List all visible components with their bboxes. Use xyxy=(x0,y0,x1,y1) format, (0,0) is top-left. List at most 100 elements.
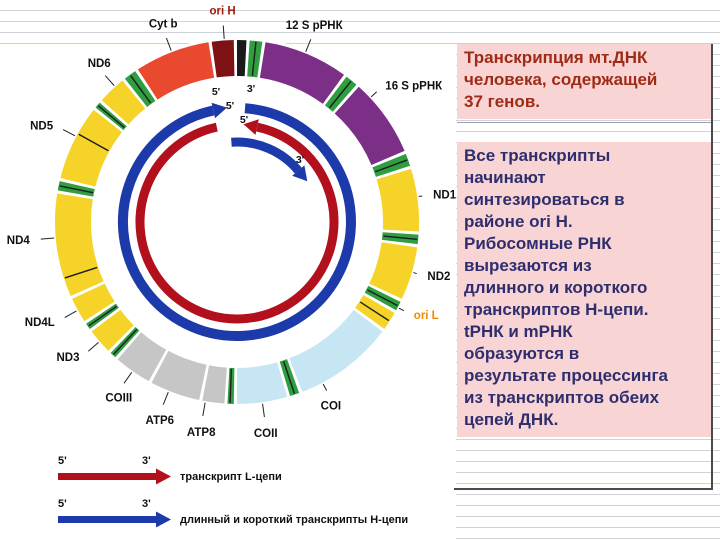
h-strand-arrow-bar xyxy=(58,516,156,523)
title-separator-line xyxy=(457,122,711,123)
l-strand-arrow-head xyxy=(156,468,171,485)
gene-segment-nd2 xyxy=(369,241,418,299)
gene-label-tick xyxy=(162,391,169,405)
gene-label-tick xyxy=(305,39,312,53)
title-line: 37 генов. xyxy=(464,92,540,111)
trna-hairline xyxy=(282,361,296,394)
gene-label-tick xyxy=(398,307,405,312)
gene-segment-atp8 xyxy=(202,365,228,404)
strand-end-label: 3' xyxy=(296,154,304,166)
gene-segment-nd1 xyxy=(376,168,420,232)
gene-label-tick xyxy=(165,37,172,51)
body-line: Все транскрипты xyxy=(464,146,611,165)
gene-segment-co2 xyxy=(236,362,288,404)
gene-segment-nd3 xyxy=(91,309,134,351)
gene-label-tick xyxy=(40,237,55,240)
gene-segment-nd4 xyxy=(55,193,104,297)
body-line: транскриптов Н-цепи. xyxy=(464,300,649,319)
trna-hairline xyxy=(88,305,117,327)
transcript-arc-l-strand-transcript xyxy=(135,122,339,324)
legend-five-prime-label: 5' xyxy=(58,455,67,467)
strand-end-label: 5' xyxy=(226,100,234,112)
legend-five-prime-label: 5' xyxy=(58,498,67,510)
body-line: цепей ДНК. xyxy=(464,410,559,429)
gene-segment-rrna-16s xyxy=(334,86,405,166)
trna-hairline xyxy=(130,75,152,104)
trna-hairline xyxy=(367,289,398,307)
ring-interior xyxy=(93,78,381,366)
l-strand-arrow-bar xyxy=(58,473,156,480)
gene-label-tick xyxy=(87,342,99,352)
gene-label-tick xyxy=(104,75,115,86)
gene-label-tick xyxy=(64,310,77,318)
gene-label: 16 S рРНК xyxy=(385,81,443,93)
gene-label-tick xyxy=(222,25,225,39)
gene-label: ND3 xyxy=(56,352,79,364)
legend-three-prime-label: 3' xyxy=(142,498,151,510)
gene-label-tick xyxy=(262,403,265,418)
trna-hairline xyxy=(359,301,390,322)
body-line: районе ori H. xyxy=(464,212,573,231)
h-strand-arrow-icon xyxy=(58,511,171,528)
gene-label-tick xyxy=(62,129,76,137)
legend-row-l-strand: 5' 3' транскрипт L-цепи xyxy=(58,455,454,485)
gene-label: ND5 xyxy=(30,120,54,132)
body-line: синтезироваться в xyxy=(464,190,625,209)
gene-label: ATP6 xyxy=(146,415,175,427)
gene-segment-nd6 xyxy=(101,80,146,125)
body-line: Рибосомные РНК xyxy=(464,234,612,253)
transcript-arrowhead-h-strand-short-transcript xyxy=(292,165,308,182)
gene-label: Cyt b xyxy=(149,19,178,31)
trna-hairline xyxy=(328,80,352,109)
legend-label-h-strand: длинный и короткий транскрипты Н-цепи xyxy=(180,513,409,526)
gene-label: ori L xyxy=(414,310,439,322)
gene-label-tick xyxy=(370,91,378,98)
l-strand-arrow-icon xyxy=(58,468,171,485)
strand-end-label: 5' xyxy=(240,114,248,126)
gene-segment-nd5 xyxy=(60,109,123,188)
mtdna-circle-diagram: Cyt b ori H 12 S рРНК 16 S рРНК ND1 ND2 ori L C… xyxy=(7,6,456,441)
transcript-legend: 5' 3' транскрипт L-цепи 5' 3' длинный и … xyxy=(58,452,454,528)
transcript-arc-h-strand-short-transcript xyxy=(231,137,302,174)
gene-segment-cyt-b xyxy=(137,42,215,100)
trna-hairline xyxy=(64,266,98,279)
gene-label: ND1 xyxy=(433,190,456,202)
trna-hairline xyxy=(97,105,125,129)
body-line: вырезаются из xyxy=(464,256,592,275)
gene-label: ATP8 xyxy=(187,427,216,439)
gene-segment-nd4l xyxy=(72,283,115,322)
gene-label: 12 S рРНК xyxy=(286,20,344,32)
trna-hairline xyxy=(59,185,94,194)
trna-hairline xyxy=(229,368,233,403)
trna-hairline xyxy=(113,329,138,355)
body-line: образуются в xyxy=(464,344,580,363)
panel-right-rule xyxy=(711,44,713,490)
gene-segment-ori-h xyxy=(211,40,235,78)
transcript-arrowhead-l-strand-transcript xyxy=(243,119,259,135)
gene-label-tick xyxy=(202,402,206,417)
body-line: длинного и короткого xyxy=(464,278,648,297)
panel-bottom-rule xyxy=(454,488,712,490)
gene-label: ND2 xyxy=(427,271,450,283)
gene-label-tick xyxy=(413,272,417,275)
transcript-arc-h-strand-long-transcript xyxy=(118,103,356,341)
body-line: tРНК и mРНК xyxy=(464,322,573,341)
trna-hairline xyxy=(374,159,408,173)
transcript-arrowhead-h-strand-long-transcript xyxy=(211,102,227,119)
legend-row-h-strand: 5' 3' длинный и короткий транскрипты Н-ц… xyxy=(58,498,454,528)
legend-three-prime-label: 3' xyxy=(142,455,151,467)
slide-body: Все транскрипты начинают синтезироваться… xyxy=(457,142,712,437)
h-strand-arrow-head xyxy=(156,511,171,528)
trna-hairline xyxy=(251,41,257,76)
title-line: Транскрипция мт.ДНК xyxy=(464,48,648,67)
strand-end-label: 3' xyxy=(247,83,255,95)
title-line: человека, содержащей xyxy=(464,70,658,89)
legend-label-l-strand: транскрипт L-цепи xyxy=(180,470,282,483)
gene-segment-rrna-12s xyxy=(259,42,344,105)
gene-label: ND6 xyxy=(88,58,111,70)
trna-hairline xyxy=(383,235,418,241)
gene-label: ND4 xyxy=(7,235,31,247)
gene-label: ND4L xyxy=(25,317,55,329)
gene-label-tick xyxy=(322,383,328,391)
